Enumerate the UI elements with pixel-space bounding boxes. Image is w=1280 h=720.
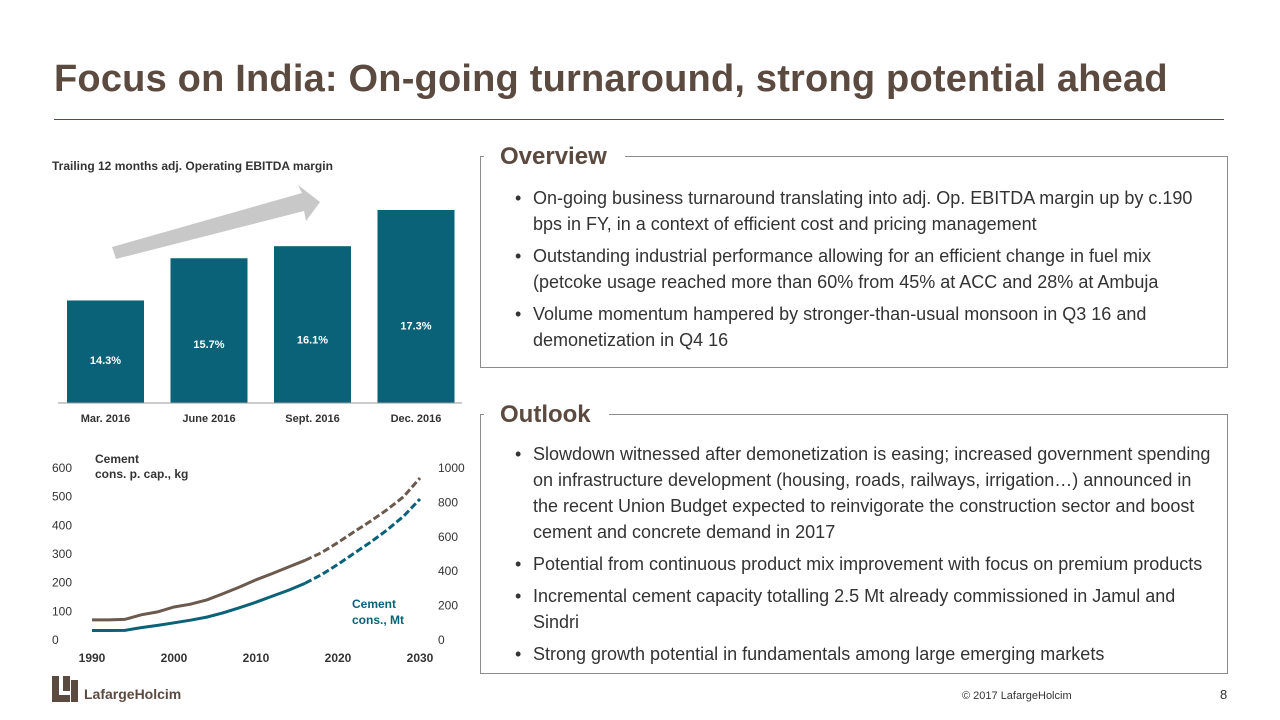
cement-left-label-line1: Cement <box>95 452 140 466</box>
ebitda-x-tick-label: Sept. 2016 <box>285 413 339 425</box>
copyright-text: © 2017 LafargeHolcim <box>962 690 1072 702</box>
total-consumption-line <box>92 581 306 632</box>
cement-right-y-tick: 0 <box>438 633 445 647</box>
ebitda-bar-value-label: 16.1% <box>297 334 328 346</box>
outlook-bullet-3: Incremental cement capacity totalling 2.… <box>507 583 1217 635</box>
ebitda-bar <box>274 246 351 403</box>
logo-text: LafargeHolcim <box>84 686 182 702</box>
ebitda-bar-value-label: 14.3% <box>90 355 121 367</box>
page-title: Focus on India: On-going turnaround, str… <box>54 58 1168 100</box>
per-capita-line <box>92 558 306 622</box>
cement-x-tick: 2000 <box>161 651 188 665</box>
growth-arrow-icon <box>112 185 320 259</box>
overview-bullet-2: Outstanding industrial performance allow… <box>507 243 1217 295</box>
cement-right-y-tick: 200 <box>438 599 458 613</box>
ebitda-x-tick-label: Mar. 2016 <box>81 413 131 425</box>
outlook-bullet-1: Slowdown witnessed after demonetization … <box>507 441 1217 545</box>
cement-right-y-tick: 1000 <box>438 461 465 475</box>
overview-bullet-3: Volume momentum hampered by stronger-tha… <box>507 301 1217 353</box>
cement-x-tick: 2030 <box>407 651 434 665</box>
ebitda-x-tick-label: Dec. 2016 <box>391 413 442 425</box>
cement-right-label-line2: cons., Mt <box>352 613 405 627</box>
cement-left-label-line2: cons. p. cap., kg <box>95 467 189 481</box>
ebitda-bar <box>170 258 248 403</box>
outlook-bullet-2: Potential from continuous product mix im… <box>507 551 1217 577</box>
overview-bullet-list: On-going business turnaround translating… <box>507 185 1217 359</box>
cement-x-tick: 2010 <box>243 651 270 665</box>
per-capita-forecast-line <box>304 477 422 562</box>
cement-x-tick: 1990 <box>79 651 106 665</box>
cement-right-y-tick: 600 <box>438 530 458 544</box>
outlook-panel: Slowdown witnessed after demonetization … <box>480 414 1228 674</box>
cement-left-y-tick: 100 <box>52 604 72 618</box>
ebitda-bar-value-label: 15.7% <box>193 339 224 351</box>
cement-x-tick: 2020 <box>325 651 352 665</box>
total-consumption-forecast-line <box>304 497 422 585</box>
cement-left-y-tick: 0 <box>52 633 59 647</box>
ebitda-chart-heading: Trailing 12 months adj. Operating EBITDA… <box>52 159 333 173</box>
cement-right-label-line1: Cement <box>352 597 397 611</box>
ebitda-bar-value-label: 17.3% <box>400 321 431 333</box>
ebitda-bar-chart: 14.3% 15.7% 16.1% 17.3% Mar. 2016 June 2016 S… <box>58 185 462 425</box>
overview-bullet-1: On-going business turnaround translating… <box>507 185 1217 237</box>
outlook-bullet-list: Slowdown witnessed after demonetization … <box>507 441 1217 673</box>
cement-right-y-tick: 800 <box>438 495 458 509</box>
cement-left-y-tick: 200 <box>52 576 72 590</box>
ebitda-bar <box>67 300 144 403</box>
cement-left-y-tick: 500 <box>52 490 72 504</box>
title-divider <box>54 119 1224 120</box>
overview-panel: On-going business turnaround translating… <box>480 156 1228 368</box>
ebitda-bar <box>377 210 455 403</box>
page-number: 8 <box>1220 687 1228 702</box>
cement-line-chart: 0 100 200 300 400 500 600 0 200 400 600 800 1000 19… <box>52 461 465 665</box>
cement-left-y-tick: 300 <box>52 547 72 561</box>
outlook-title: Outlook <box>484 401 609 429</box>
outlook-bullet-4: Strong growth potential in fundamentals … <box>507 641 1217 667</box>
ebitda-x-tick-label: June 2016 <box>182 413 235 425</box>
cement-left-y-tick: 600 <box>52 461 72 475</box>
lafargeholcim-logo-icon <box>52 676 78 702</box>
cement-left-y-tick: 400 <box>52 518 72 532</box>
overview-title: Overview <box>484 143 625 171</box>
cement-right-y-tick: 400 <box>438 564 458 578</box>
